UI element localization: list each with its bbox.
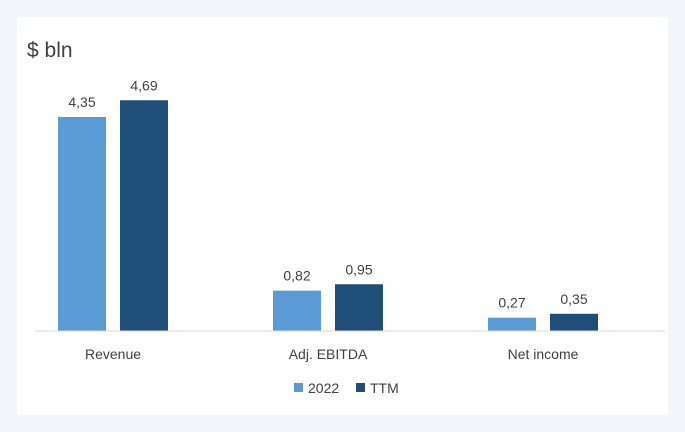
unit-label: $ bln: [27, 39, 73, 62]
bar-revenue-2022: [58, 116, 106, 331]
bars-group: 4,35 4,69 0,82 0,95 0,27 0,35: [58, 77, 598, 331]
legend-swatch-2022: [294, 383, 303, 392]
category-label-adj-ebitda: Adj. EBITDA: [289, 346, 368, 362]
legend-label-2022: 2022: [308, 380, 339, 396]
bar-adj-ebitda-ttm: [335, 284, 383, 331]
data-label-revenue-ttm: 4,69: [130, 77, 157, 93]
legend: 2022 TTM: [294, 380, 399, 396]
legend-swatch-ttm: [356, 383, 365, 392]
chart-panel: $ bln 4,35 4,69 0,82 0,95 0,27 0,35 Revenue Ad…: [17, 17, 668, 415]
bar-net-income-ttm: [550, 313, 598, 331]
category-label-revenue: Revenue: [85, 346, 141, 362]
category-labels: Revenue Adj. EBITDA Net income: [85, 346, 579, 362]
bar-revenue-ttm: [120, 100, 168, 331]
data-label-adj-ebitda-2022: 0,82: [283, 268, 310, 284]
bar-adj-ebitda-2022: [273, 290, 321, 331]
data-label-net-income-2022: 0,27: [498, 295, 525, 311]
data-label-revenue-2022: 4,35: [68, 94, 95, 110]
category-label-net-income: Net income: [508, 346, 579, 362]
legend-label-ttm: TTM: [370, 380, 399, 396]
bar-net-income-2022: [488, 317, 536, 331]
bar-chart: $ bln 4,35 4,69 0,82 0,95 0,27 0,35 Revenue Ad…: [27, 39, 665, 396]
data-label-adj-ebitda-ttm: 0,95: [345, 261, 372, 277]
data-label-net-income-ttm: 0,35: [560, 291, 587, 307]
